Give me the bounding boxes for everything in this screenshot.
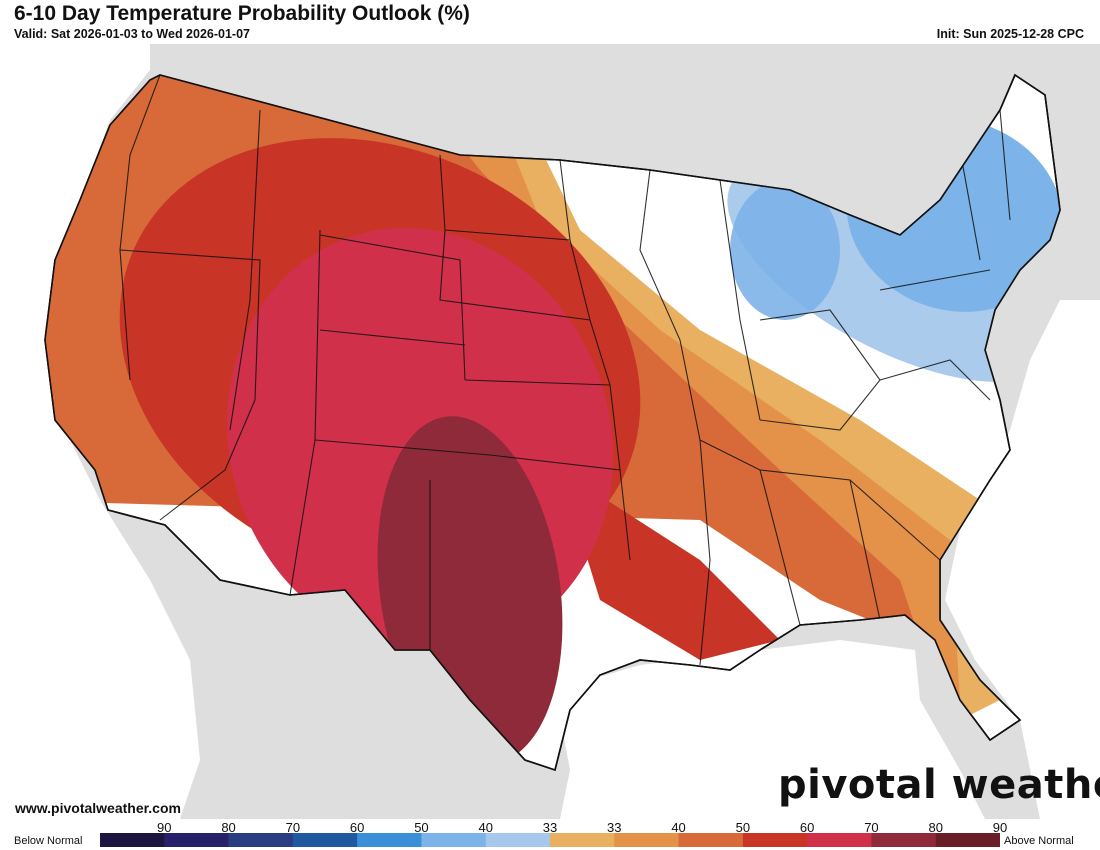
legend-color-bar <box>100 833 1000 847</box>
legend-tick-label: 33 <box>542 820 558 835</box>
legend-swatch <box>292 833 358 847</box>
valid-period: Valid: Sat 2026-01-03 to Wed 2026-01-07 <box>14 27 250 41</box>
legend-tick-label: 80 <box>221 820 236 835</box>
legend-swatch <box>807 833 872 847</box>
legend-tick-label: 90 <box>992 820 1008 835</box>
pacific-ocean <box>0 44 200 819</box>
legend-swatch <box>421 833 487 847</box>
state-borders <box>119 75 1011 666</box>
outlook-map <box>0 44 1100 819</box>
legend-swatch <box>485 833 551 847</box>
legend-tick-label: 50 <box>735 820 751 835</box>
legend-tick-label: 40 <box>478 820 493 835</box>
below-michigan-area <box>730 180 840 320</box>
gulf-of-mexico <box>555 640 985 819</box>
legend-swatch <box>100 833 165 847</box>
legend-swatch <box>614 833 680 847</box>
brand-logo: pivotal weather <box>778 762 1100 808</box>
legend-tick-label: 70 <box>285 820 301 835</box>
legend-tick-label: 50 <box>414 820 429 835</box>
above-60-70-gulf <box>560 470 780 660</box>
legend-tick-label: 33 <box>607 820 622 835</box>
below-normal-label: Below Normal <box>14 835 83 847</box>
legend-tick-label: 80 <box>928 820 943 835</box>
legend-tick-label: 60 <box>799 820 815 835</box>
legend-swatch <box>357 833 422 847</box>
page-title: 6-10 Day Temperature Probability Outlook… <box>14 2 470 25</box>
legend-tick-label: 90 <box>157 820 172 835</box>
legend-swatch <box>871 833 937 847</box>
legend-tick-label: 40 <box>671 820 686 835</box>
header: 6-10 Day Temperature Probability Outlook… <box>0 0 1100 44</box>
atlantic-ocean <box>945 300 1100 819</box>
legend-swatch <box>550 833 615 847</box>
legend-swatch <box>228 833 294 847</box>
init-time: Init: Sun 2025-12-28 CPC <box>936 27 1084 41</box>
legend-swatch <box>678 833 744 847</box>
legend-swatch <box>164 833 230 847</box>
site-url[interactable]: www.pivotalweather.com <box>15 800 181 816</box>
above-normal-label: Above Normal <box>1004 835 1074 847</box>
legend-swatch <box>935 833 1000 847</box>
legend-tick-label: 70 <box>864 820 879 835</box>
legend-swatch <box>742 833 808 847</box>
legend-tick-label: 60 <box>349 820 365 835</box>
